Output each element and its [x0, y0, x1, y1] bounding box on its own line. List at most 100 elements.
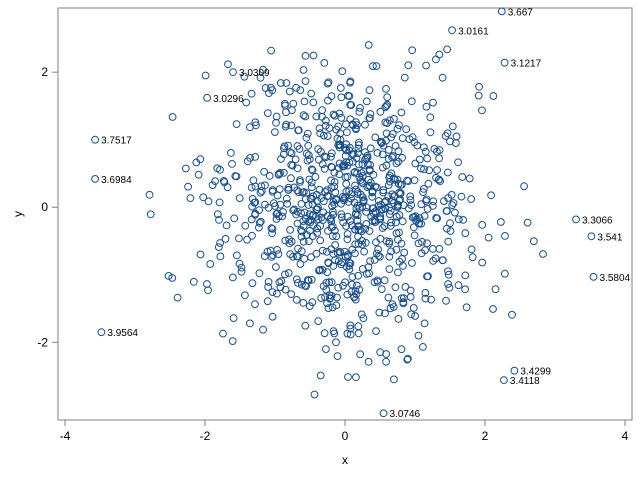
scatter-point	[388, 300, 397, 309]
scatter-point	[211, 177, 220, 186]
scatter-point	[301, 77, 310, 85]
scatter-point	[378, 150, 387, 159]
scatter-point	[358, 179, 367, 188]
scatter-point	[382, 129, 391, 138]
scatter-point	[387, 169, 396, 178]
scatter-point	[370, 278, 379, 287]
scatter-point	[429, 257, 438, 265]
scatter-point	[358, 240, 367, 249]
scatter-point	[337, 210, 346, 219]
point-label: 3.0746	[390, 409, 421, 420]
scatter-point	[425, 166, 434, 175]
scatter-point	[261, 200, 269, 209]
scatter-point	[310, 390, 319, 399]
scatter-point	[448, 201, 457, 210]
scatter-point	[385, 265, 394, 274]
scatter-point	[451, 208, 459, 217]
scatter-point	[173, 293, 182, 302]
scatter-point	[443, 207, 451, 215]
scatter-point	[297, 200, 306, 208]
scatter-point	[214, 243, 223, 252]
labeled-point	[203, 93, 212, 102]
point-label: 3.0296	[213, 94, 244, 105]
scatter-point	[426, 128, 435, 137]
scatter-point	[336, 84, 345, 92]
scatter-point	[276, 169, 285, 177]
scatter-point	[252, 121, 260, 130]
scatter-point	[361, 155, 370, 164]
scatter-point	[408, 259, 416, 267]
point-label: 3.3066	[582, 215, 613, 226]
scatter-point	[390, 375, 398, 384]
scatter-point	[284, 183, 293, 192]
scatter-point	[323, 79, 332, 88]
scatter-point	[372, 238, 380, 247]
scatter-point	[275, 278, 284, 287]
scatter-point	[384, 192, 393, 201]
scatter-point	[380, 198, 389, 207]
scatter-point	[328, 202, 337, 211]
scatter-point	[398, 153, 407, 162]
scatter-point	[378, 224, 387, 232]
scatter-point	[379, 186, 388, 195]
scatter-point	[224, 60, 232, 69]
point-label: 3.541	[597, 232, 622, 243]
scatter-point	[380, 222, 389, 231]
scatter-point	[422, 102, 431, 111]
point-labels: 3.667 3.0161 3.1217 3.0309 3.0296 3.7517 3.698…	[101, 7, 630, 420]
scatter-point	[345, 158, 354, 167]
scatter-point	[289, 206, 298, 215]
point-label: 3.6984	[101, 175, 132, 186]
scatter-point	[267, 224, 276, 233]
scatter-point	[475, 82, 484, 91]
scatter-point	[421, 289, 430, 297]
scatter-point	[365, 227, 374, 235]
scatter-point	[365, 86, 374, 95]
scatter-point	[296, 260, 305, 268]
scatter-point	[307, 183, 316, 192]
scatter-point	[343, 329, 352, 338]
scatter-point	[353, 281, 361, 290]
scatter-point	[454, 158, 463, 167]
scatter-point	[255, 223, 263, 232]
scatter-point	[397, 345, 406, 354]
scatter-point	[347, 101, 356, 109]
scatter-point	[327, 149, 336, 158]
scatter-point	[375, 308, 384, 317]
scatter-point	[251, 118, 260, 127]
scatter-point	[331, 241, 340, 249]
scatter-point	[299, 66, 308, 74]
scatter-point	[318, 112, 326, 121]
scatter-point	[355, 141, 363, 149]
scatter-point	[287, 174, 295, 183]
scatter-point	[420, 165, 428, 174]
scatter-point	[240, 72, 249, 81]
labeled-point	[448, 26, 457, 35]
scatter-point	[267, 253, 276, 261]
scatter-point	[201, 71, 210, 80]
scatter-point	[327, 152, 335, 161]
scatter-point	[376, 107, 385, 116]
scatter-point	[230, 214, 239, 223]
scatter-point	[343, 212, 352, 221]
scatter-point	[237, 263, 246, 272]
scatter-point	[305, 210, 314, 219]
scatter-point	[316, 129, 325, 138]
scatter-point	[168, 274, 177, 282]
scatter-point	[313, 205, 322, 214]
labeled-point	[589, 272, 598, 281]
scatter-point	[307, 165, 316, 174]
scatter-point	[366, 110, 375, 118]
scatter-point	[414, 239, 423, 248]
scatter-point	[292, 275, 301, 284]
scatter-point	[407, 201, 416, 210]
scatter-point	[271, 128, 279, 137]
scatter-point	[299, 299, 308, 307]
scatter-point	[394, 315, 403, 323]
scatter-point	[382, 237, 391, 246]
scatter-point	[292, 296, 301, 304]
scatter-point	[449, 199, 458, 207]
scatter-point	[316, 222, 325, 230]
scatter-point	[369, 170, 378, 179]
scatter-point	[402, 125, 411, 134]
